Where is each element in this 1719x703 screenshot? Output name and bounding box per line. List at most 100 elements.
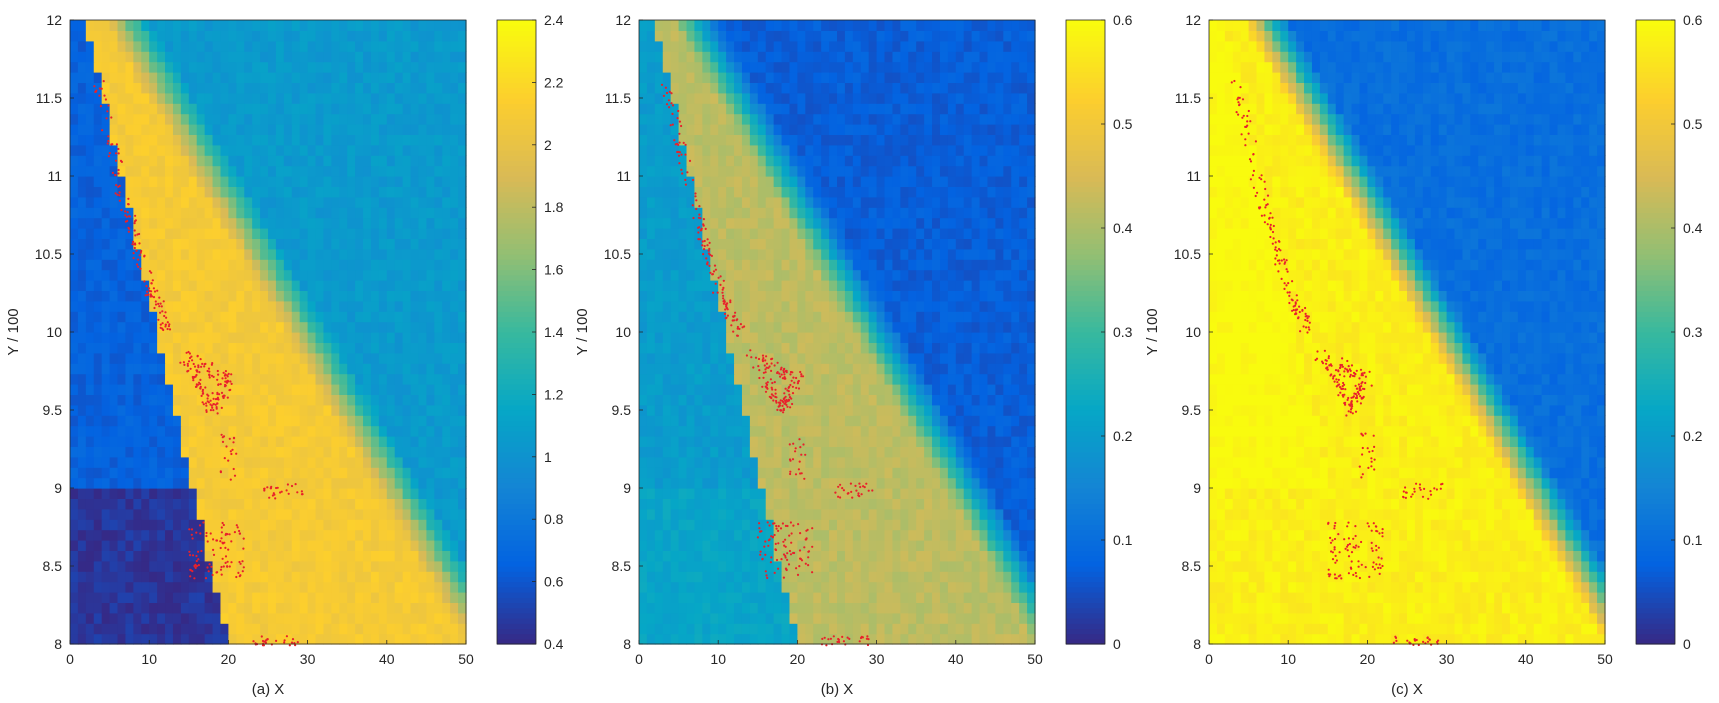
heatmap-cell bbox=[860, 363, 870, 375]
heatmap-cell bbox=[291, 425, 301, 437]
heatmap-cell bbox=[378, 571, 388, 583]
heatmap-cell bbox=[291, 300, 301, 312]
heatmap-cell bbox=[212, 529, 222, 541]
heatmap-cell bbox=[355, 207, 364, 219]
heatmap-cell bbox=[410, 134, 420, 146]
heatmap-cell bbox=[323, 30, 332, 42]
heatmap-cell bbox=[654, 488, 664, 499]
heatmap-cell bbox=[283, 467, 293, 479]
heatmap-cell bbox=[172, 280, 182, 291]
marker-point bbox=[223, 457, 226, 460]
heatmap-cell bbox=[821, 602, 830, 614]
heatmap-cell bbox=[283, 165, 293, 177]
heatmap-cell bbox=[307, 571, 317, 583]
colorbar-segment bbox=[497, 389, 536, 395]
heatmap-cell bbox=[670, 519, 680, 531]
heatmap-cell bbox=[244, 488, 253, 499]
heatmap-cell bbox=[426, 394, 435, 406]
heatmap-cell bbox=[686, 498, 696, 510]
heatmap-cell bbox=[410, 456, 420, 468]
heatmap-cell bbox=[757, 633, 767, 645]
marker-point bbox=[187, 369, 190, 372]
heatmap-cell bbox=[947, 467, 957, 479]
heatmap-cell bbox=[204, 40, 214, 52]
heatmap-cell bbox=[726, 581, 735, 593]
marker-point bbox=[116, 193, 119, 196]
heatmap-cell bbox=[133, 404, 142, 416]
marker-point bbox=[204, 577, 208, 580]
heatmap-cell bbox=[773, 560, 783, 572]
heatmap-cell bbox=[85, 415, 95, 427]
heatmap-cell bbox=[283, 259, 293, 271]
heatmap-cell bbox=[149, 425, 158, 437]
heatmap-cell bbox=[220, 124, 229, 135]
heatmap-cell bbox=[252, 633, 261, 645]
marker-point bbox=[227, 372, 230, 375]
heatmap-cell bbox=[244, 134, 253, 146]
heatmap-cell bbox=[734, 498, 743, 510]
marker-point bbox=[136, 263, 139, 266]
heatmap-cell bbox=[220, 103, 229, 115]
heatmap-cell bbox=[323, 155, 332, 167]
heatmap-cell bbox=[133, 217, 142, 229]
heatmap-cell bbox=[157, 176, 166, 187]
heatmap-cell bbox=[686, 456, 696, 468]
heatmap-cell bbox=[884, 571, 894, 583]
heatmap-cell bbox=[860, 404, 870, 416]
heatmap-cell bbox=[852, 571, 862, 583]
heatmap-cell bbox=[378, 488, 388, 499]
marker-point bbox=[263, 489, 266, 492]
heatmap-cell bbox=[781, 425, 791, 437]
heatmap-cell bbox=[726, 394, 735, 406]
heatmap-cell bbox=[236, 540, 245, 551]
marker-point bbox=[119, 159, 123, 162]
heatmap-cell bbox=[860, 633, 870, 645]
heatmap-cell bbox=[70, 363, 79, 375]
heatmap-cell bbox=[947, 425, 957, 437]
heatmap-cell bbox=[228, 498, 237, 510]
heatmap-cell bbox=[228, 238, 237, 250]
heatmap-cell bbox=[363, 446, 372, 458]
colorbar-segment bbox=[497, 477, 536, 484]
heatmap-cell bbox=[307, 134, 317, 146]
heatmap-cell bbox=[450, 217, 459, 229]
heatmap-cell bbox=[125, 238, 134, 250]
heatmap-cell bbox=[70, 488, 79, 499]
heatmap-cell bbox=[450, 72, 459, 83]
heatmap-cell bbox=[299, 633, 309, 645]
heatmap-cell bbox=[275, 602, 285, 614]
heatmap-cell bbox=[275, 113, 285, 125]
heatmap-cell bbox=[355, 186, 364, 198]
heatmap-cell bbox=[149, 592, 158, 603]
heatmap-cell bbox=[291, 415, 301, 427]
heatmap-cell bbox=[924, 415, 933, 427]
heatmap-cell bbox=[402, 238, 412, 250]
heatmap-cell bbox=[678, 446, 688, 458]
heatmap-cell bbox=[378, 248, 388, 260]
heatmap-cell bbox=[93, 40, 103, 52]
marker-point bbox=[238, 529, 241, 533]
heatmap-cell bbox=[77, 332, 87, 343]
heatmap-cell bbox=[196, 592, 206, 603]
heatmap-cell bbox=[844, 581, 854, 593]
heatmap-cell bbox=[323, 602, 332, 614]
heatmap-cell bbox=[718, 519, 727, 531]
heatmap-cell bbox=[662, 540, 672, 551]
heatmap-cell bbox=[307, 581, 317, 593]
heatmap-cell bbox=[710, 456, 719, 468]
heatmap-cell bbox=[252, 259, 261, 271]
heatmap-cell bbox=[70, 186, 79, 198]
heatmap-cell bbox=[694, 540, 703, 551]
heatmap-cell bbox=[370, 61, 380, 73]
heatmap-cell bbox=[426, 529, 435, 541]
heatmap-cell bbox=[734, 633, 743, 645]
heatmap-cell bbox=[781, 612, 791, 624]
heatmap-cell bbox=[370, 529, 380, 541]
heatmap-cell bbox=[932, 623, 941, 635]
heatmap-cell bbox=[355, 612, 364, 624]
heatmap-cell bbox=[386, 332, 396, 343]
heatmap-cell bbox=[450, 144, 459, 156]
heatmap-cell bbox=[172, 519, 182, 531]
heatmap-cell bbox=[378, 467, 388, 479]
heatmap-cell bbox=[252, 92, 261, 104]
